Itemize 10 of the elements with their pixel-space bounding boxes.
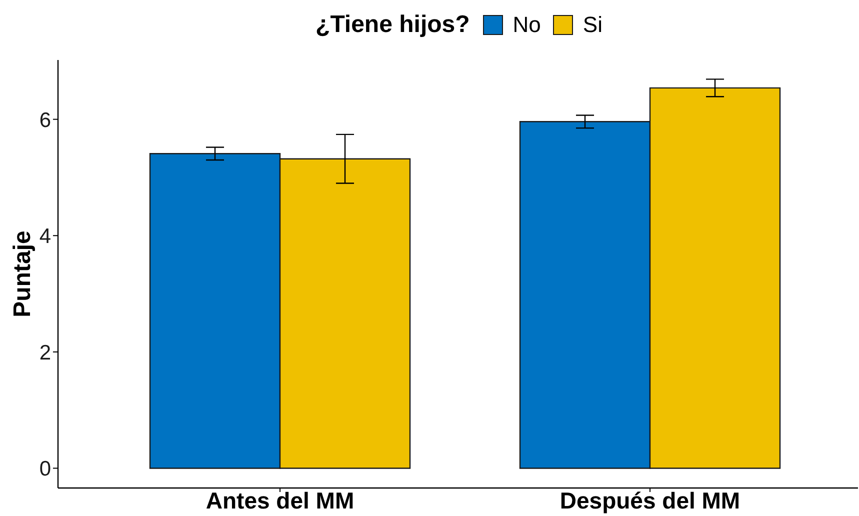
y-tick-label: 2 xyxy=(39,341,51,364)
x-tick-label: Antes del MM xyxy=(206,487,354,514)
y-tick-label: 0 xyxy=(39,458,51,481)
x-tick-label: Después del MM xyxy=(560,487,740,514)
y-tick-label: 6 xyxy=(39,108,51,132)
y-tick-label: 4 xyxy=(39,225,52,248)
legend-label: Si xyxy=(582,12,602,38)
y-axis-title: Puntaje xyxy=(9,230,36,318)
legend-title: ¿Tiene hijos? xyxy=(316,11,470,39)
legend-label: No xyxy=(512,12,541,38)
